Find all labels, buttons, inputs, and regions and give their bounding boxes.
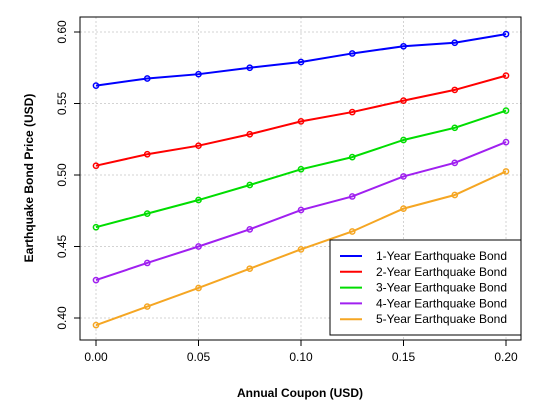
series-2 <box>92 72 510 170</box>
data-point <box>92 321 100 329</box>
y-tick-label: 0.40 <box>55 306 69 330</box>
series-line <box>95 141 507 282</box>
x-tick-label: 0.10 <box>289 350 313 364</box>
data-point <box>297 118 305 125</box>
data-point <box>92 223 100 231</box>
data-point <box>502 168 510 175</box>
legend-label: 5-Year Earthquake Bond <box>376 312 507 326</box>
y-axis: 0.40 0.45 0.50 0.55 0.60 <box>55 20 81 330</box>
y-tick-label: 0.45 <box>55 234 69 258</box>
legend-item: 4-Year Earthquake Bond <box>340 296 507 310</box>
x-axis-label: Annual Coupon (USD) <box>237 386 363 400</box>
legend-label: 2-Year Earthquake Bond <box>376 265 507 279</box>
data-point <box>348 153 356 161</box>
y-tick-label: 0.50 <box>55 163 69 187</box>
data-point <box>348 108 356 116</box>
data-point <box>143 259 151 267</box>
data-point <box>297 246 305 253</box>
legend-label: 4-Year Earthquake Bond <box>376 296 507 310</box>
y-tick-label: 0.60 <box>55 20 69 44</box>
series-line <box>95 33 507 87</box>
x-axis: 0.00 0.05 0.10 0.15 0.20 <box>84 339 518 364</box>
data-point <box>502 107 510 115</box>
x-tick-label: 0.15 <box>392 350 416 364</box>
data-point <box>348 50 356 57</box>
legend-item: 1-Year Earthquake Bond <box>340 249 507 263</box>
data-point <box>246 181 254 189</box>
data-point <box>502 138 510 146</box>
series-line <box>95 109 507 229</box>
data-point <box>451 191 459 199</box>
series-group <box>92 30 510 329</box>
data-point <box>502 72 510 79</box>
data-point <box>400 97 407 104</box>
x-tick-label: 0.05 <box>187 350 211 364</box>
data-point <box>195 196 202 204</box>
data-point <box>246 265 254 273</box>
data-point <box>400 205 407 212</box>
data-point <box>195 70 202 78</box>
series-4 <box>92 138 510 284</box>
series-5 <box>92 168 510 329</box>
data-point <box>195 142 202 150</box>
data-point <box>297 206 305 214</box>
data-point <box>92 162 100 170</box>
y-axis-label: Earthquake Bond Price (USD) <box>22 94 36 263</box>
data-point <box>246 64 254 72</box>
series-1 <box>92 30 510 89</box>
data-point <box>195 284 202 292</box>
series-line <box>95 170 507 327</box>
data-point <box>348 193 356 200</box>
legend: 1-Year Earthquake Bond 2-Year Earthquake … <box>329 239 522 336</box>
data-point <box>246 130 254 138</box>
x-tick-label: 0.20 <box>494 350 518 364</box>
data-point <box>451 159 459 167</box>
data-point <box>143 210 151 217</box>
legend-item: 5-Year Earthquake Bond <box>340 312 507 326</box>
data-point <box>143 150 151 158</box>
data-point <box>502 30 510 38</box>
data-point <box>400 136 407 144</box>
data-point <box>143 303 151 310</box>
series-line <box>95 74 507 167</box>
series-3 <box>92 107 510 231</box>
data-point <box>195 243 202 250</box>
data-point <box>451 39 459 47</box>
data-point <box>92 276 100 284</box>
legend-item: 3-Year Earthquake Bond <box>340 281 507 295</box>
data-point <box>400 42 407 50</box>
data-point <box>348 228 356 235</box>
data-point <box>297 165 305 173</box>
data-point <box>451 86 459 94</box>
legend-label: 3-Year Earthquake Bond <box>376 281 507 295</box>
y-tick-label: 0.55 <box>55 91 69 115</box>
data-point <box>400 173 407 180</box>
data-point <box>451 124 459 132</box>
data-point <box>246 225 254 233</box>
data-point <box>143 75 151 82</box>
legend-item: 2-Year Earthquake Bond <box>340 265 507 279</box>
legend-label: 1-Year Earthquake Bond <box>376 249 507 263</box>
x-tick-label: 0.00 <box>84 350 108 364</box>
data-point <box>92 82 100 89</box>
data-point <box>297 58 305 66</box>
